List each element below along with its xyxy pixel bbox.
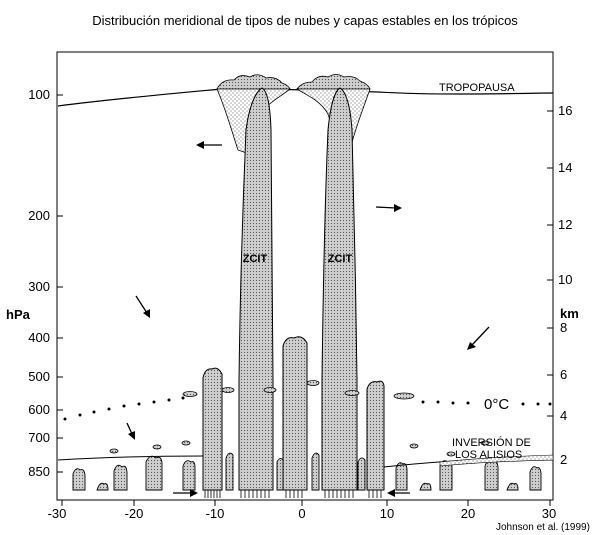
tick-label-left: 500 [28,369,50,384]
cloud-puff [409,443,419,449]
tropopause-label: TROPOPAUSA [439,82,515,94]
tick-label-left: 600 [28,402,50,417]
cumulus-icon [145,455,163,491]
cumulus-icon [419,482,432,491]
tick-label-x: -10 [206,506,225,521]
arrow-icon [135,295,150,318]
left-axis-labels: 100 200 300 400 500 600 700 850 [28,87,50,479]
cloud-puff [221,387,235,393]
cloud-puff [152,444,162,450]
cloud-puff [306,380,320,386]
arrow-icon [387,489,410,497]
tick-label-right: 14 [558,160,572,175]
cumulus-icon [113,464,128,491]
tick-label-right: 6 [560,367,567,382]
left-axis-ticks [57,94,63,473]
left-axis-unit: hPa [6,307,31,322]
cumulus-icon [529,466,542,491]
circulation-arrows [126,141,490,497]
trade-inversion-label-line1: INVERSIÓN DE [452,436,531,449]
tick-label-x: 30 [542,506,556,521]
trade-inversion-left [57,455,204,461]
cumulus-icon [395,462,408,491]
cumulus-icon [225,452,234,491]
cumulus-group [72,452,542,491]
tick-label-left: 100 [28,87,50,102]
itcz-tower-right [321,87,358,491]
cumulus-icon [506,482,519,491]
tick-label-left: 700 [28,430,50,445]
cumulus-icon [357,457,366,491]
cumulonimbus-icon [202,367,223,491]
cloud-puff [263,387,277,393]
cumulus-icon [182,460,196,491]
arrow-icon [467,326,490,350]
cumulus-icon [96,482,109,491]
x-axis-labels: -30 -20 -10 0 10 20 30 [48,506,557,521]
tick-label-left: 300 [28,279,50,294]
itcz-label-right: ZCIT [328,253,353,265]
trade-inversion-band [439,454,554,467]
cloud-puff [446,451,456,457]
tick-label-left: 200 [28,208,50,223]
tick-label-left: 850 [28,464,50,479]
cumulonimbus-icon [282,336,308,491]
right-axis-unit: km [560,306,579,321]
arrow-icon [196,141,222,149]
cloud-puff [393,392,415,400]
cumulus-icon [276,457,284,491]
trade-inversion-label-line2: LOS ALISIOS [455,449,522,461]
right-axis-labels: 16 14 12 10 8 6 4 2 [558,103,572,467]
tick-label-right: 12 [558,217,572,232]
rain-icon [204,490,382,498]
diagram-title: Distribución meridional de tipos de nube… [92,13,518,28]
anvil-top-right [296,74,371,90]
x-axis-ticks [61,500,551,506]
tick-label-x: 20 [461,506,475,521]
cloud-puffs [109,380,490,457]
anvil-top-left [216,74,291,90]
cumulus-icon [484,459,499,491]
cloud-puff [182,391,198,397]
cumulonimbus-icon [366,380,385,491]
tick-label-x: -30 [48,506,67,521]
tick-label-right: 16 [558,103,572,118]
freezing-level-label: 0°C [484,396,509,413]
tick-label-right: 4 [560,408,567,423]
tick-label-x: 10 [380,506,394,521]
tick-label-right: 2 [560,452,567,467]
cloud-puff [344,390,360,396]
tick-label-x: 0 [298,506,305,521]
freezing-level-dots [63,396,552,421]
tick-label-right: 8 [560,320,567,335]
source-credit: Johnson et al. (1999) [496,522,590,533]
tick-label-right: 10 [558,272,572,287]
tick-label-x: -20 [125,506,144,521]
arrow-icon [173,489,198,497]
cloud-puff [109,448,119,454]
cloud-puff [181,440,191,446]
tick-label-left: 400 [28,330,50,345]
cumulus-icon [311,452,320,491]
arrow-icon [375,204,402,212]
right-axis-ticks [547,110,553,461]
cumulus-icon [72,468,86,491]
cloud-puff [480,440,490,446]
arrow-icon [126,422,135,440]
itcz-label-left: ZCIT [243,253,268,265]
plot-frame [56,51,554,501]
